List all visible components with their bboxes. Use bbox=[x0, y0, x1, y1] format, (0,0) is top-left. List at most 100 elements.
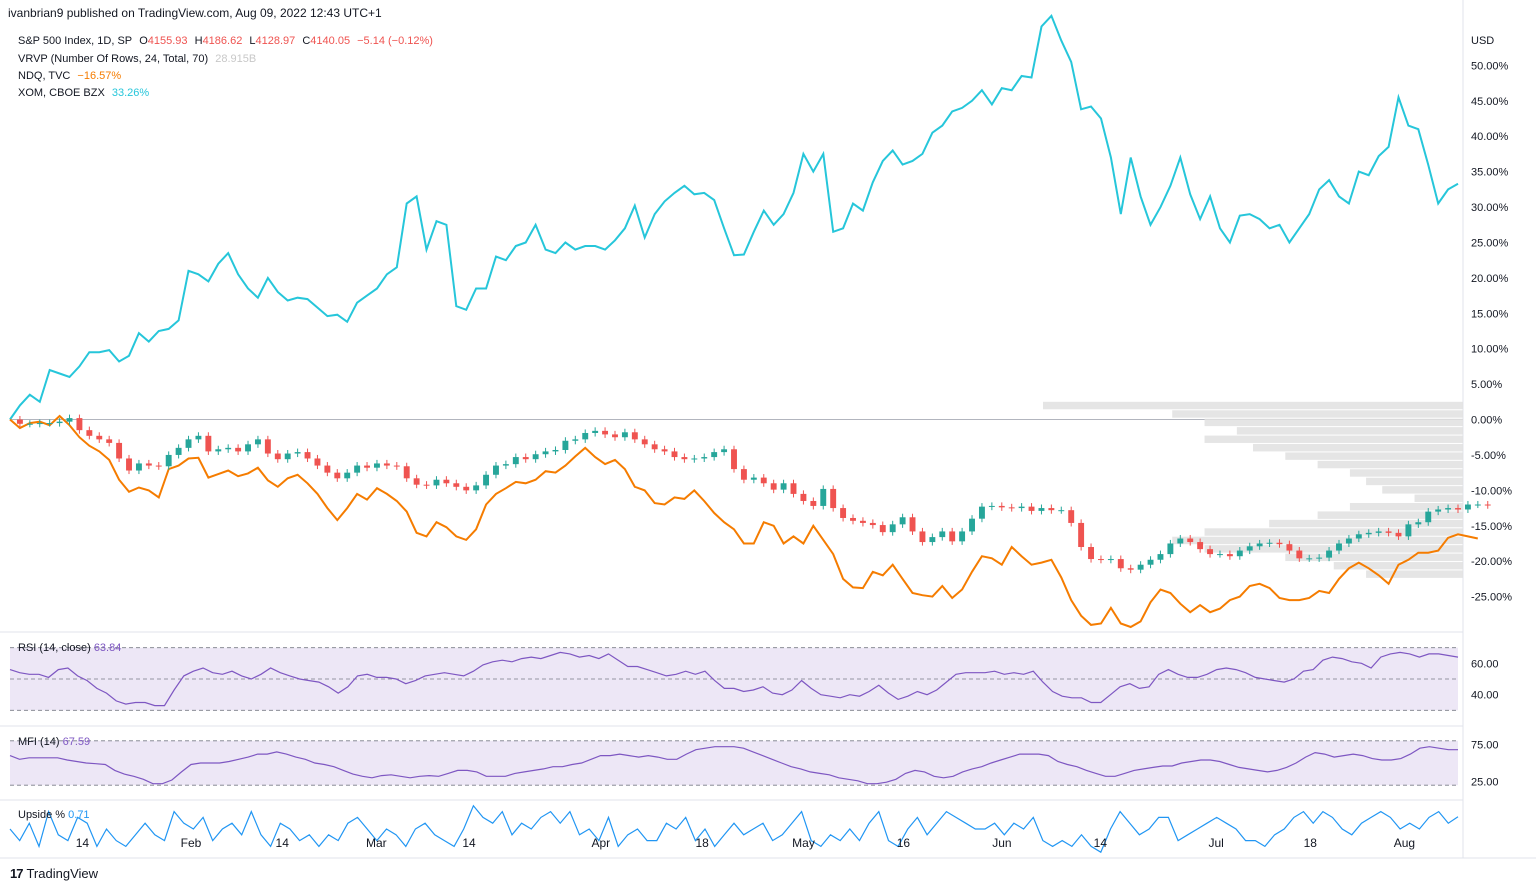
candle-down bbox=[1117, 559, 1124, 569]
candle-down bbox=[770, 483, 777, 490]
legend-high-value: 4186.62 bbox=[202, 35, 243, 47]
time-tick-label: Apr bbox=[591, 836, 610, 850]
candle-up bbox=[1435, 509, 1442, 512]
candle-up bbox=[711, 452, 718, 458]
time-tick-label: Feb bbox=[181, 836, 202, 850]
candle-up bbox=[1137, 564, 1144, 570]
legend-close-value: 4140.05 bbox=[310, 35, 351, 47]
price-axis[interactable]: USD 50.00% 45.00% 40.00% 35.00% 30.00% 25.00% 2… bbox=[1471, 35, 1512, 789]
legend-low: L4128.97 bbox=[249, 35, 295, 47]
candle-down bbox=[602, 430, 609, 435]
candle-down bbox=[1028, 506, 1035, 511]
candle-down bbox=[631, 432, 638, 440]
candle-up bbox=[36, 423, 43, 425]
legend-main[interactable]: S&P 500 Index, 1D, SP O4155.93 H4186.62 … bbox=[18, 35, 437, 47]
volume-profile-row bbox=[1204, 418, 1463, 427]
candle-up bbox=[1246, 546, 1253, 551]
legend-vrvp[interactable]: VRVP (Number Of Rows, 24, Total, 70) 28.… bbox=[18, 53, 260, 65]
candle-down bbox=[671, 451, 678, 458]
price-tick-label: -15.00% bbox=[1471, 521, 1512, 533]
candle-up bbox=[572, 439, 579, 441]
price-tick-label: 0.00% bbox=[1471, 415, 1502, 427]
candle-down bbox=[1385, 531, 1392, 533]
candle-up bbox=[1425, 511, 1432, 523]
time-axis[interactable]: 14 Feb 14 Mar 14 Apr 18 May 16 Jun 14 Jul 18 Aug bbox=[76, 836, 1415, 850]
candle-down bbox=[661, 449, 668, 452]
candle-up bbox=[889, 524, 896, 533]
mfi-name: MFI (14) bbox=[18, 736, 60, 748]
volume-profile-row bbox=[1366, 570, 1463, 578]
rsi-label[interactable]: RSI (14, close) 63.84 bbox=[18, 642, 121, 654]
candle-down bbox=[1098, 559, 1104, 561]
candle-up bbox=[66, 418, 73, 422]
candle-up bbox=[245, 444, 251, 452]
time-tick-label: Aug bbox=[1394, 836, 1415, 850]
time-tick-label: 16 bbox=[897, 836, 911, 850]
candle-up bbox=[56, 421, 63, 424]
legend-open: O4155.93 bbox=[139, 35, 187, 47]
series-line-ndq bbox=[9, 414, 1479, 629]
tradingview-footer[interactable]: 17 TradingView bbox=[10, 866, 98, 881]
volume-profile-row bbox=[1253, 443, 1463, 452]
candle-up bbox=[1157, 554, 1164, 560]
candle-down bbox=[126, 458, 132, 471]
candle-down bbox=[1048, 508, 1055, 511]
mfi-label[interactable]: MFI (14) 67.59 bbox=[18, 736, 90, 748]
candle-up bbox=[185, 439, 192, 448]
candle-down bbox=[274, 453, 281, 460]
candle-up bbox=[582, 432, 589, 440]
candle-down bbox=[1187, 538, 1194, 543]
candle-down bbox=[116, 442, 123, 459]
price-tick-label: -5.00% bbox=[1471, 450, 1506, 462]
candle-down bbox=[383, 463, 390, 466]
series-line-xom bbox=[9, 13, 1459, 421]
upside-label[interactable]: Upside % 0.71 bbox=[18, 809, 90, 821]
tradingview-brand: TradingView bbox=[26, 866, 99, 881]
candle-up bbox=[1326, 550, 1333, 558]
upside-name: Upside % bbox=[18, 809, 66, 821]
candle-up bbox=[701, 457, 708, 459]
candle-down bbox=[790, 483, 797, 494]
candle-down bbox=[1395, 532, 1402, 537]
candle-down bbox=[314, 458, 321, 466]
candle-up bbox=[1256, 543, 1263, 547]
candle-up bbox=[780, 483, 787, 490]
candle-down bbox=[1226, 554, 1233, 557]
candle-up bbox=[512, 457, 519, 465]
mfi-band-fill bbox=[10, 740, 1458, 786]
candle-down bbox=[145, 463, 152, 466]
candle-down bbox=[850, 517, 856, 521]
mfi-value: 67.59 bbox=[62, 736, 91, 748]
candle-down bbox=[731, 449, 737, 470]
indicator-panes bbox=[0, 631, 1463, 854]
legend-high-label: H bbox=[194, 35, 203, 47]
volume-profile-row bbox=[1382, 486, 1463, 494]
candle-up bbox=[254, 439, 261, 445]
candle-down bbox=[76, 418, 83, 431]
candle-up bbox=[1474, 504, 1481, 506]
candle-down bbox=[1286, 544, 1293, 551]
candle-down bbox=[1078, 522, 1085, 548]
legend-ndq[interactable]: NDQ, TVC −16.57% bbox=[18, 70, 125, 82]
candle-up bbox=[1236, 550, 1243, 557]
candle-up bbox=[1058, 510, 1065, 512]
candle-up bbox=[1445, 508, 1452, 510]
candle-down bbox=[740, 469, 747, 480]
price-tick-label: 40.00% bbox=[1471, 131, 1509, 143]
legend-xom-value: 33.26% bbox=[111, 87, 150, 99]
candle-down bbox=[86, 430, 93, 436]
candle-up bbox=[344, 472, 351, 479]
candle-up bbox=[473, 485, 480, 491]
candle-down bbox=[522, 457, 529, 460]
candle-up bbox=[1355, 534, 1362, 539]
time-tick-label: 14 bbox=[76, 836, 90, 850]
volume-profile-row bbox=[1317, 460, 1463, 469]
candle-up bbox=[493, 465, 499, 475]
candle-down bbox=[760, 477, 767, 484]
candle-up bbox=[691, 458, 698, 460]
candle-down bbox=[413, 478, 420, 485]
candle-down bbox=[235, 447, 242, 452]
legend-xom[interactable]: XOM, CBOE BZX 33.26% bbox=[18, 87, 153, 99]
candle-down bbox=[1197, 542, 1204, 550]
